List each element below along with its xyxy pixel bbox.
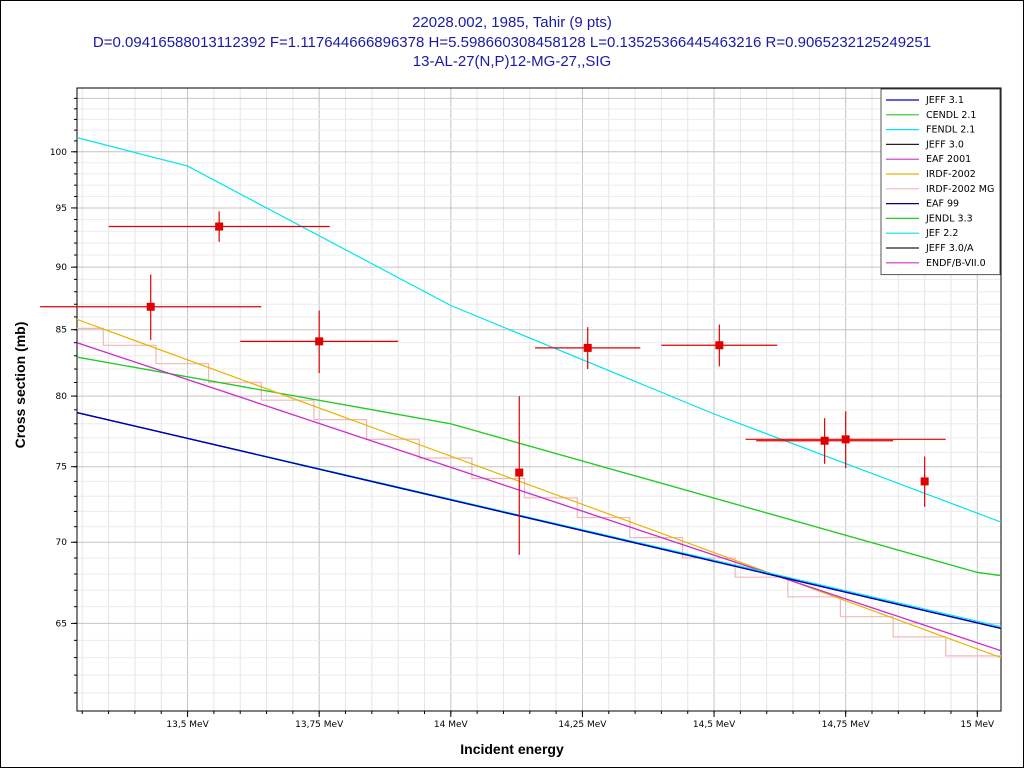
x-tick-label: 14,75 MeV bbox=[822, 720, 871, 730]
legend-label: EAF 2001 bbox=[926, 154, 971, 165]
x-tick-label: 14,25 MeV bbox=[558, 720, 607, 730]
grid bbox=[77, 88, 1001, 711]
x-axis-label: Incident energy bbox=[460, 741, 564, 757]
y-tick-label: 95 bbox=[56, 204, 67, 214]
legend-label: EAF 99 bbox=[926, 199, 959, 210]
x-tick-label: 13,5 MeV bbox=[166, 720, 209, 730]
y-tick-label: 90 bbox=[56, 263, 68, 273]
legend-label: JEF 2.2 bbox=[925, 228, 958, 239]
y-tick-label: 85 bbox=[56, 326, 67, 336]
y-tick-label: 75 bbox=[56, 463, 67, 473]
x-tick-label: 13,75 MeV bbox=[295, 720, 344, 730]
series-line-irdf-2002-mg bbox=[77, 327, 1001, 657]
data-point bbox=[920, 477, 929, 486]
y-tick-label: 65 bbox=[56, 619, 67, 629]
y-tick-label: 80 bbox=[56, 392, 68, 402]
data-point bbox=[841, 435, 850, 444]
legend-label: IRDF-2002 bbox=[926, 169, 976, 180]
series-line-jeff-3-1 bbox=[77, 412, 1001, 629]
legend-label: IRDF-2002 MG bbox=[926, 184, 994, 195]
legend-label: ENDF/B-VII.0 bbox=[926, 258, 986, 269]
x-tick-label: 15 MeV bbox=[960, 720, 995, 730]
chart-reaction: 13-AL-27(N,P)12-MG-27,,SIG bbox=[412, 53, 612, 70]
legend-label: JEFF 3.0 bbox=[925, 139, 964, 150]
plot-border bbox=[76, 87, 1002, 712]
series-line-jendl-3-3 bbox=[77, 356, 1001, 577]
legend-label: JEFF 3.0/A bbox=[925, 243, 974, 254]
x-tick-label: 14,5 MeV bbox=[693, 720, 736, 730]
experimental-points bbox=[40, 211, 946, 555]
data-point bbox=[146, 302, 155, 311]
series-line-fendl-2-1 bbox=[77, 137, 1001, 523]
chart-subtitle: D=0.09416588013112392 F=1.11764466689637… bbox=[92, 34, 932, 51]
plot-area bbox=[77, 88, 1001, 711]
data-point bbox=[715, 341, 724, 350]
series-group bbox=[77, 137, 1001, 659]
legend-label: FENDL 2.1 bbox=[926, 125, 975, 136]
legend-box bbox=[880, 88, 1001, 276]
data-point bbox=[820, 436, 829, 445]
data-point bbox=[215, 222, 224, 231]
legend-label: JEFF 3.1 bbox=[925, 95, 964, 106]
data-point bbox=[315, 337, 324, 346]
data-point bbox=[515, 468, 524, 477]
data-point bbox=[583, 343, 592, 352]
y-tick-label: 100 bbox=[50, 148, 67, 158]
legend: JEFF 3.1 CENDL 2.1 FENDL 2.1 JEFF 3.0 EAF 20… bbox=[880, 88, 1001, 276]
y-tick-label: 70 bbox=[56, 538, 68, 548]
series-line-irdf-2002 bbox=[77, 318, 1001, 659]
legend-label: JENDL 3.3 bbox=[925, 213, 973, 224]
x-tick-label: 14 MeV bbox=[434, 720, 469, 730]
chart-title: 22028.002, 1985, Tahir (9 pts) bbox=[412, 14, 612, 31]
series-line-endf-b-vii-0 bbox=[77, 342, 1001, 652]
legend-label: CENDL 2.1 bbox=[926, 110, 976, 121]
